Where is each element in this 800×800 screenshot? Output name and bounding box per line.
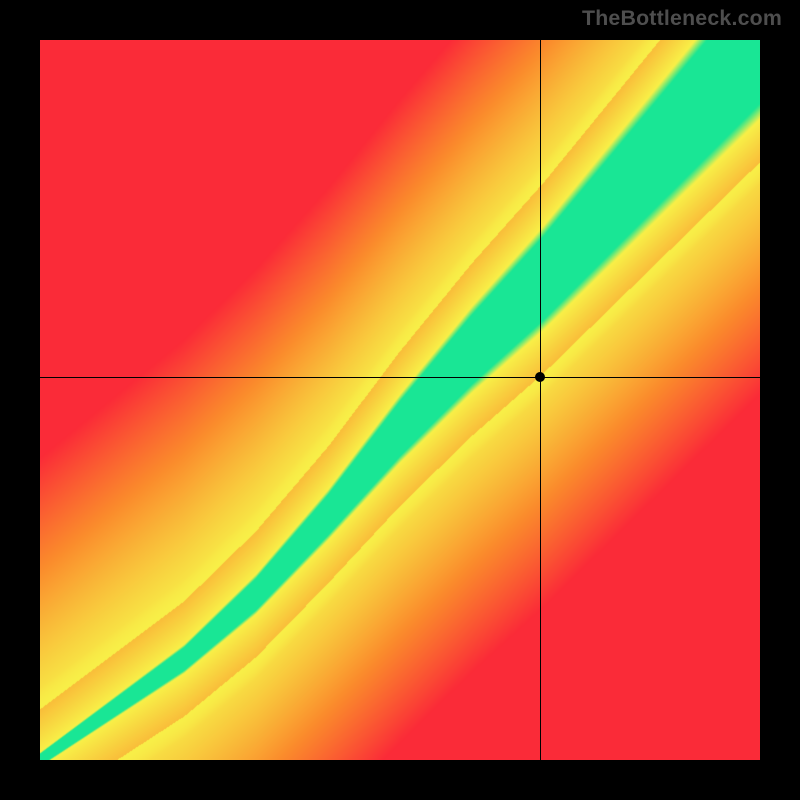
selected-point-marker <box>535 372 545 382</box>
watermark-label: TheBottleneck.com <box>582 6 782 31</box>
heatmap-canvas <box>40 40 760 760</box>
heatmap-plot <box>40 40 760 760</box>
crosshair-vertical <box>540 40 541 760</box>
outer-frame: TheBottleneck.com <box>0 0 800 800</box>
crosshair-horizontal <box>40 377 760 378</box>
